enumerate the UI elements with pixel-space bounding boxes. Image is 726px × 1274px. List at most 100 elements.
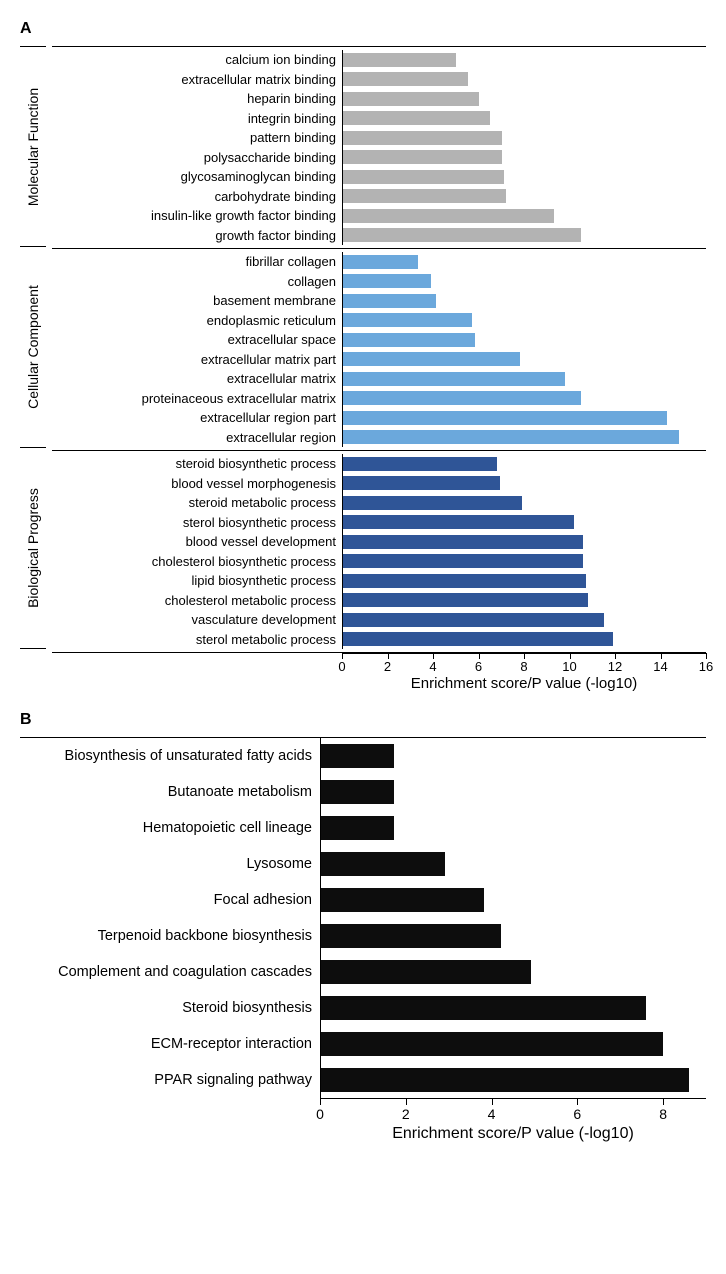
bar-fill bbox=[343, 372, 565, 386]
bars-group: fibrillar collagencollagenbasement membr… bbox=[52, 249, 706, 451]
axis-tick-label: 4 bbox=[488, 1106, 496, 1122]
bar-row: extracellular matrix part bbox=[52, 350, 706, 370]
bar-label: Lysosome bbox=[20, 856, 320, 872]
panel-b-bars-area: Biosynthesis of unsaturated fatty acidsB… bbox=[20, 737, 706, 1098]
bar-track bbox=[342, 70, 706, 90]
bar-label: PPAR signaling pathway bbox=[20, 1072, 320, 1088]
bar-track bbox=[320, 882, 706, 918]
bar-fill bbox=[343, 131, 502, 145]
bar-track bbox=[320, 990, 706, 1026]
bar-track bbox=[342, 513, 706, 533]
axis-tick-label: 6 bbox=[573, 1106, 581, 1122]
bar-track bbox=[320, 846, 706, 882]
bar-label: Hematopoietic cell lineage bbox=[20, 820, 320, 836]
bar-row: extracellular region bbox=[52, 428, 706, 448]
bar-track bbox=[342, 454, 706, 474]
bar-row: blood vessel development bbox=[52, 532, 706, 552]
bar-track bbox=[320, 1062, 706, 1098]
bar-label: glycosaminoglycan binding bbox=[52, 169, 342, 184]
bar-fill bbox=[343, 333, 475, 347]
bar-track bbox=[342, 630, 706, 650]
bar-fill bbox=[343, 535, 583, 549]
group-label: Biological Progress bbox=[25, 488, 41, 608]
bar-track bbox=[342, 89, 706, 109]
panel-a-axis-title: Enrichment score/P value (-log10) bbox=[342, 675, 706, 692]
bar-label: Steroid biosynthesis bbox=[20, 1000, 320, 1016]
panel-a-bars-area: calcium ion bindingextracellular matrix … bbox=[52, 46, 706, 653]
bar-fill bbox=[343, 593, 588, 607]
bar-fill bbox=[343, 228, 581, 242]
bar-fill bbox=[343, 574, 586, 588]
bar-track bbox=[342, 128, 706, 148]
bar-label: proteinaceous extracellular matrix bbox=[52, 391, 342, 406]
bar-fill bbox=[343, 613, 604, 627]
bar-track bbox=[342, 610, 706, 630]
bar-label: Biosynthesis of unsaturated fatty acids bbox=[20, 748, 320, 764]
bar-label: growth factor binding bbox=[52, 228, 342, 243]
bar-label: Complement and coagulation cascades bbox=[20, 964, 320, 980]
bar-fill bbox=[343, 150, 502, 164]
bar-label: insulin-like growth factor binding bbox=[52, 208, 342, 223]
bar-label: blood vessel development bbox=[52, 534, 342, 549]
bar-fill bbox=[343, 411, 667, 425]
bar-label: extracellular region bbox=[52, 430, 342, 445]
bar-row: Lysosome bbox=[20, 846, 706, 882]
bar-label: endoplasmic reticulum bbox=[52, 313, 342, 328]
bar-track bbox=[320, 738, 706, 774]
axis-tick bbox=[577, 1099, 578, 1105]
bar-row: integrin binding bbox=[52, 109, 706, 129]
axis-tick-label: 2 bbox=[402, 1106, 410, 1122]
bar-row: PPAR signaling pathway bbox=[20, 1062, 706, 1098]
bar-track bbox=[342, 109, 706, 129]
bar-row: extracellular space bbox=[52, 330, 706, 350]
bar-label: Focal adhesion bbox=[20, 892, 320, 908]
bar-track bbox=[342, 389, 706, 409]
bar-row: Terpenoid backbone biosynthesis bbox=[20, 918, 706, 954]
bar-track bbox=[342, 187, 706, 207]
panel-b-axis-title: Enrichment score/P value (-log10) bbox=[320, 1125, 706, 1143]
bar-row: Steroid biosynthesis bbox=[20, 990, 706, 1026]
bar-row: sterol metabolic process bbox=[52, 630, 706, 650]
axis-tick bbox=[492, 1099, 493, 1105]
bar-track bbox=[342, 291, 706, 311]
group-label: Cellular Component bbox=[25, 285, 41, 409]
bar-row: growth factor binding bbox=[52, 226, 706, 246]
group-label: Molecular Function bbox=[25, 87, 41, 205]
bar-fill bbox=[343, 189, 506, 203]
bar-fill bbox=[321, 888, 484, 912]
bar-fill bbox=[321, 924, 501, 948]
bar-fill bbox=[321, 1068, 689, 1092]
panel-a-x-axis: Enrichment score/P value (-log10) 024681… bbox=[52, 653, 706, 691]
bar-label: extracellular matrix binding bbox=[52, 72, 342, 87]
bar-fill bbox=[343, 430, 679, 444]
bar-fill bbox=[321, 816, 394, 840]
panel-b-x-axis: Enrichment score/P value (-log10) 02468 bbox=[20, 1098, 706, 1148]
bar-label: steroid metabolic process bbox=[52, 495, 342, 510]
bar-row: ECM-receptor interaction bbox=[20, 1026, 706, 1062]
bar-label: sterol metabolic process bbox=[52, 632, 342, 647]
bar-row: heparin binding bbox=[52, 89, 706, 109]
panel-a-group-labels: Molecular Function Cellular Component Biol… bbox=[20, 46, 46, 691]
bar-label: cholesterol metabolic process bbox=[52, 593, 342, 608]
bar-track bbox=[342, 493, 706, 513]
bar-fill bbox=[343, 313, 472, 327]
axis-tick-label: 8 bbox=[659, 1106, 667, 1122]
bar-label: integrin binding bbox=[52, 111, 342, 126]
bar-fill bbox=[343, 476, 500, 490]
bar-label: sterol biosynthetic process bbox=[52, 515, 342, 530]
bar-track bbox=[342, 226, 706, 246]
bar-fill bbox=[321, 1032, 663, 1056]
bar-fill bbox=[343, 92, 479, 106]
bar-track bbox=[342, 369, 706, 389]
bar-track bbox=[320, 774, 706, 810]
bar-label: blood vessel morphogenesis bbox=[52, 476, 342, 491]
bar-row: collagen bbox=[52, 272, 706, 292]
bar-label: cholesterol biosynthetic process bbox=[52, 554, 342, 569]
bar-row: pattern binding bbox=[52, 128, 706, 148]
bar-row: glycosaminoglycan binding bbox=[52, 167, 706, 187]
bar-fill bbox=[343, 274, 431, 288]
group-label-box: Biological Progress bbox=[20, 448, 46, 649]
bar-track bbox=[342, 50, 706, 70]
bar-label: extracellular matrix part bbox=[52, 352, 342, 367]
bar-track bbox=[342, 272, 706, 292]
